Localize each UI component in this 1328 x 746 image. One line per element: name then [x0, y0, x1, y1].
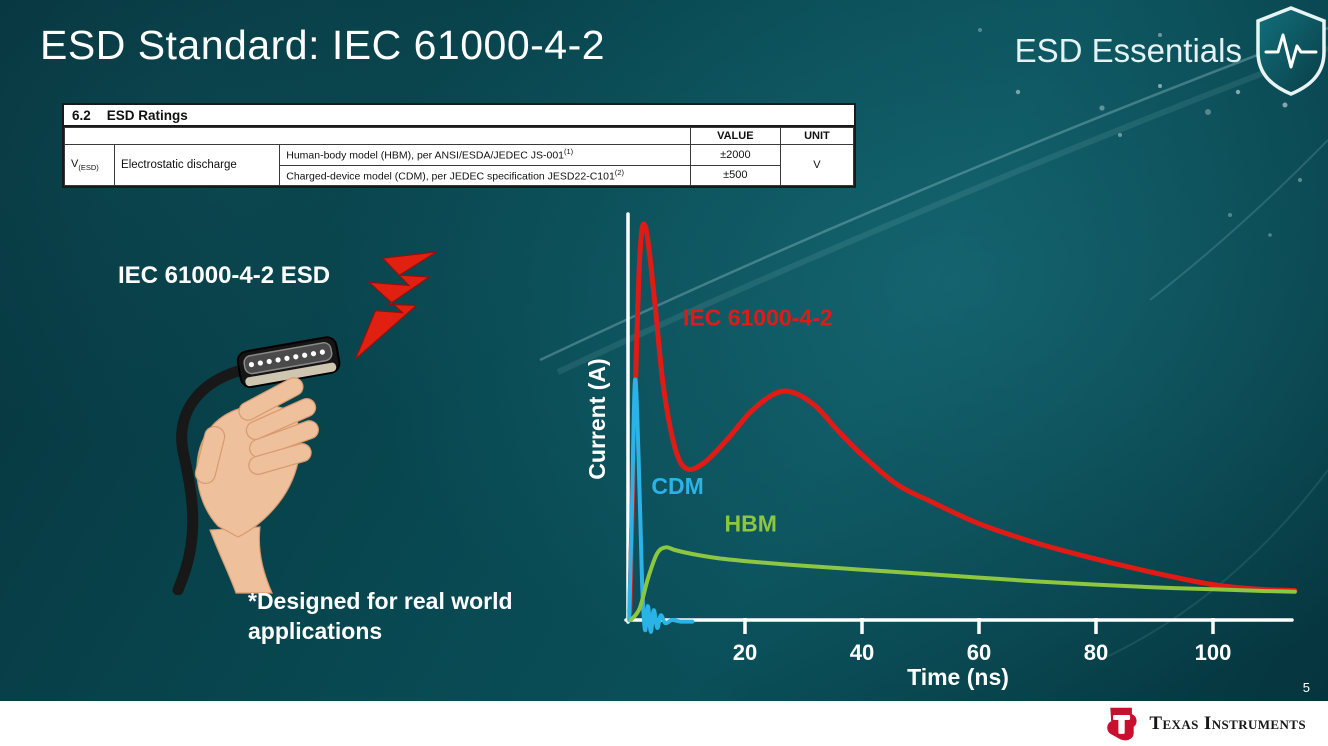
x-tick-label: 20 — [733, 640, 757, 665]
cdm-value: ±500 — [689, 164, 781, 187]
table-row: V(ESD) Electrostatic discharge Human-bod… — [63, 143, 855, 187]
shield-pulse-icon — [1256, 6, 1326, 96]
x-tick-label: 60 — [967, 640, 991, 665]
cdm-description: Charged-device model (CDM), per JEDEC sp… — [286, 170, 615, 183]
series-curve — [627, 221, 1298, 615]
empty-header-cell — [64, 127, 691, 145]
unit-column-header: UNIT — [779, 127, 855, 145]
hbm-description-cell: Human-body model (HBM), per ANSI/ESDA/JE… — [279, 144, 691, 166]
series-label: HBM — [725, 511, 777, 537]
esd-ratings-table: 6.2 ESD Ratings VALUE UNIT V(ESD) Electr… — [62, 103, 856, 189]
hand-graphic — [194, 377, 319, 594]
hbm-description: Human-body model (HBM), per ANSI/ESDA/JE… — [286, 149, 565, 162]
y-axis-label: Current (A) — [584, 358, 610, 480]
cdm-description-cell: Charged-device model (CDM), per JEDEC sp… — [279, 164, 691, 187]
param-symbol: V(ESD) — [63, 143, 116, 187]
footnote-line2: applications — [248, 618, 383, 645]
section-title: ESD Ratings — [106, 108, 188, 123]
param-symbol-subscript: (ESD) — [78, 163, 99, 173]
table-section-title: 6.2 ESD Ratings — [64, 105, 854, 127]
x-tick-label: 100 — [1195, 640, 1232, 665]
cdm-footnote-superscript: (2) — [614, 167, 624, 177]
brand-title: ESD Essentials — [1014, 32, 1242, 69]
param-symbol-main: V — [71, 158, 79, 171]
hbm-footnote-superscript: (1) — [564, 147, 574, 156]
table-header-row: VALUE UNIT — [64, 127, 855, 145]
series-label: CDM — [651, 473, 703, 499]
esd-current-chart: 20 40 60 80 100 IEC 61000-4-2 CDM HBM — [624, 212, 1298, 665]
value-column-header: VALUE — [689, 127, 781, 145]
ti-wordmark: Texas Instruments — [1149, 712, 1306, 734]
page-title: ESD Standard: IEC 61000-4-2 — [40, 22, 606, 68]
hdmi-connector-graphic — [236, 336, 341, 388]
hbm-value: ±2000 — [689, 144, 781, 166]
hand-connector-graphic — [172, 336, 341, 595]
unit-value: V — [779, 143, 855, 187]
series-curve — [627, 377, 695, 634]
param-name: Electrostatic discharge — [114, 143, 281, 187]
footer-bar: Texas Instruments — [0, 701, 1328, 746]
x-tick-label: 80 — [1084, 640, 1108, 665]
page-number: 5 — [1302, 680, 1310, 695]
lightning-bolt-icon — [355, 252, 437, 360]
x-axis-label: Time (ns) — [907, 664, 1009, 690]
x-tick-label: 40 — [850, 640, 874, 665]
section-number: 6.2 — [72, 108, 91, 123]
series-label: IEC 61000-4-2 — [683, 304, 833, 330]
ti-logo-icon — [1107, 707, 1137, 740]
footnote: *Designed for real world applications — [248, 586, 513, 647]
footnote-line1: *Designed for real world — [248, 588, 513, 614]
table-row: Charged-device model (CDM), per JEDEC sp… — [65, 164, 854, 187]
esd-caption: IEC 61000-4-2 ESD — [118, 262, 331, 289]
cable-graphic — [172, 364, 248, 595]
series-curve — [628, 545, 1297, 622]
